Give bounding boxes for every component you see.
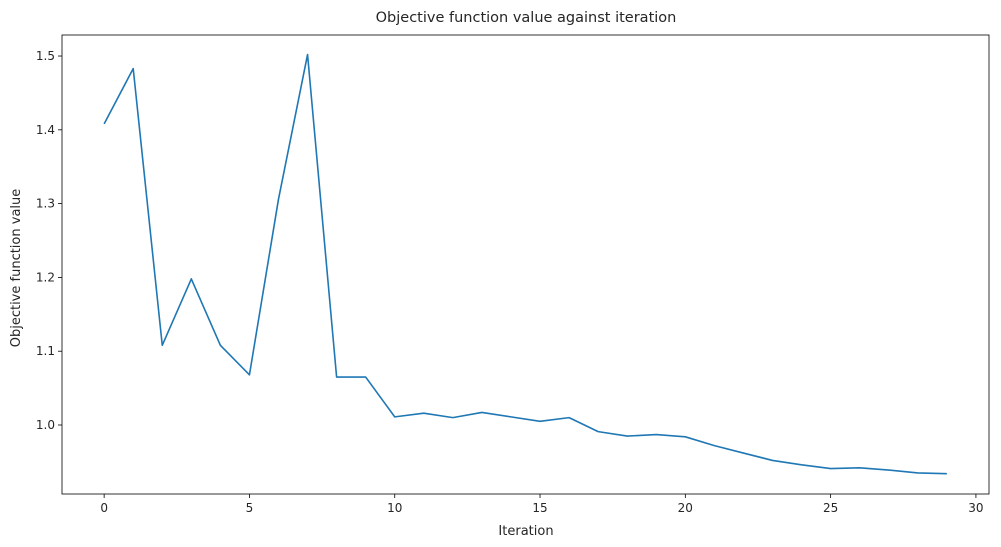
x-tick-label: 5 <box>246 501 254 515</box>
y-tick-label: 1.4 <box>36 123 55 137</box>
plot-area: 0 5 10 15 20 25 30 1.0 1.1 1.2 1.3 1.4 1.5 <box>36 34 990 515</box>
y-tick-label: 1.2 <box>36 270 55 284</box>
chart-title: Objective function value against iterati… <box>376 10 677 26</box>
x-tick-label: 20 <box>678 501 693 515</box>
y-tick-label: 1.0 <box>36 418 55 432</box>
y-tick-label: 1.5 <box>36 49 55 63</box>
x-tick-label: 25 <box>823 501 838 515</box>
series-line <box>103 53 947 475</box>
x-tick-label: 0 <box>100 501 108 515</box>
x-tick-label: 15 <box>532 501 547 515</box>
y-tick-label: 1.3 <box>36 197 55 211</box>
y-tick-label: 1.1 <box>36 344 55 358</box>
x-tick-label: 30 <box>968 501 983 515</box>
axes-frame <box>61 34 990 495</box>
y-axis-label: Objective function value <box>9 189 24 348</box>
x-tick-label: 10 <box>387 501 402 515</box>
x-axis-label: Iteration <box>498 524 553 539</box>
